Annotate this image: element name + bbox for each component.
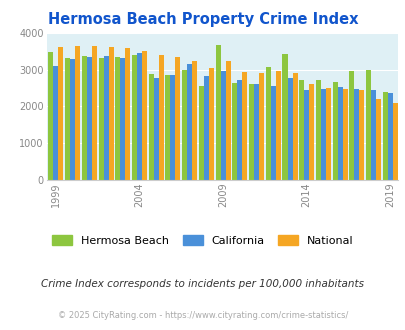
Bar	[392, 103, 397, 180]
Bar	[287, 78, 292, 180]
Bar	[120, 58, 125, 180]
Bar	[82, 56, 87, 180]
Text: Crime Index corresponds to incidents per 100,000 inhabitants: Crime Index corresponds to incidents per…	[41, 279, 364, 289]
Bar	[87, 57, 92, 180]
Bar	[220, 71, 225, 180]
Bar	[58, 47, 63, 180]
Bar	[148, 75, 153, 180]
Bar	[337, 87, 342, 180]
Bar	[325, 88, 330, 180]
Bar	[53, 66, 58, 180]
Bar	[192, 61, 197, 180]
Bar	[292, 73, 297, 180]
Bar	[98, 58, 103, 180]
Bar	[298, 80, 303, 180]
Bar	[242, 72, 247, 180]
Bar	[92, 46, 97, 180]
Bar	[315, 80, 320, 180]
Bar	[103, 56, 108, 180]
Bar	[75, 46, 80, 180]
Bar	[365, 70, 370, 180]
Bar	[258, 73, 263, 180]
Bar	[358, 90, 364, 180]
Bar	[187, 64, 192, 180]
Bar	[70, 59, 75, 180]
Bar	[375, 99, 380, 180]
Bar	[282, 54, 287, 180]
Bar	[108, 47, 113, 180]
Bar	[153, 78, 158, 180]
Bar	[170, 75, 175, 180]
Bar	[132, 55, 136, 180]
Bar	[349, 71, 354, 180]
Bar	[275, 71, 280, 180]
Bar	[203, 76, 209, 180]
Bar	[354, 89, 358, 180]
Bar	[248, 84, 254, 180]
Bar	[182, 70, 187, 180]
Bar	[332, 82, 337, 180]
Bar	[115, 57, 120, 180]
Legend: Hermosa Beach, California, National: Hermosa Beach, California, National	[48, 231, 357, 250]
Bar	[237, 80, 242, 180]
Bar	[198, 86, 203, 180]
Bar	[165, 75, 170, 180]
Bar	[209, 68, 213, 180]
Text: © 2025 CityRating.com - https://www.cityrating.com/crime-statistics/: © 2025 CityRating.com - https://www.city…	[58, 311, 347, 320]
Bar	[175, 57, 180, 180]
Bar	[142, 51, 147, 180]
Bar	[158, 55, 163, 180]
Bar	[215, 45, 220, 180]
Bar	[382, 92, 387, 180]
Bar	[65, 58, 70, 180]
Bar	[342, 89, 347, 180]
Bar	[136, 53, 142, 180]
Bar	[270, 86, 275, 180]
Bar	[309, 84, 313, 180]
Bar	[254, 84, 258, 180]
Bar	[320, 89, 325, 180]
Bar	[125, 48, 130, 180]
Bar	[265, 67, 270, 180]
Text: Hermosa Beach Property Crime Index: Hermosa Beach Property Crime Index	[48, 12, 357, 26]
Bar	[387, 93, 392, 180]
Bar	[225, 61, 230, 180]
Bar	[370, 90, 375, 180]
Bar	[303, 89, 309, 180]
Bar	[48, 52, 53, 180]
Bar	[232, 82, 237, 180]
